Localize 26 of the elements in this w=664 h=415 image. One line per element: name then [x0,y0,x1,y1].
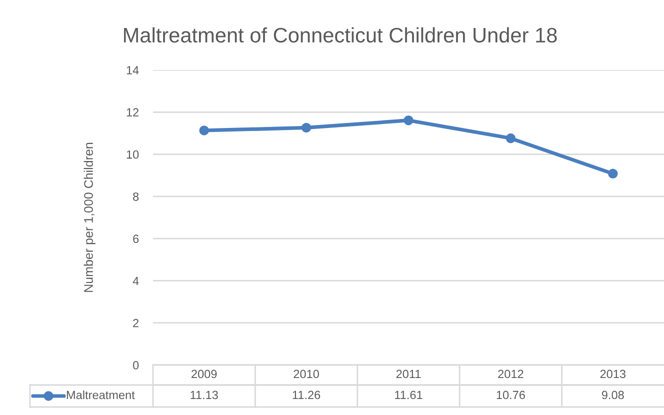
data-label: 9.08 [602,390,624,400]
x-tick-label: 2009 [192,370,217,378]
point [199,126,209,136]
y-axis-title: Number per 1,000 Children [84,142,96,292]
point [301,122,312,133]
y-tick-label: 12 [126,108,139,116]
y-tick-label: 4 [132,276,139,285]
y-tick-label: 6 [133,234,139,243]
y-tick-label: 2 [133,318,139,328]
point [608,168,618,179]
x-tick-label: 2012 [498,370,524,378]
x-tick-label: 2011 [396,370,421,378]
point [404,116,414,126]
chart-title: Maltreatment of Connecticut Children Under 18 [124,27,557,43]
data-label: 11.26 [292,390,320,400]
point [506,133,516,144]
y-tick-label: 14 [126,66,139,74]
data-label: 11.61 [395,390,422,400]
legend-label: Maltreatment [66,390,135,400]
x-tick-label: 2010 [294,370,319,378]
data-label: 10.76 [496,390,525,400]
y-tick-label: 10 [126,150,139,159]
y-tick-label: 0 [133,361,139,370]
x-tick-label: 2013 [600,370,626,378]
data-label: 11.13 [190,390,218,400]
y-tick-label: 8 [133,192,139,201]
